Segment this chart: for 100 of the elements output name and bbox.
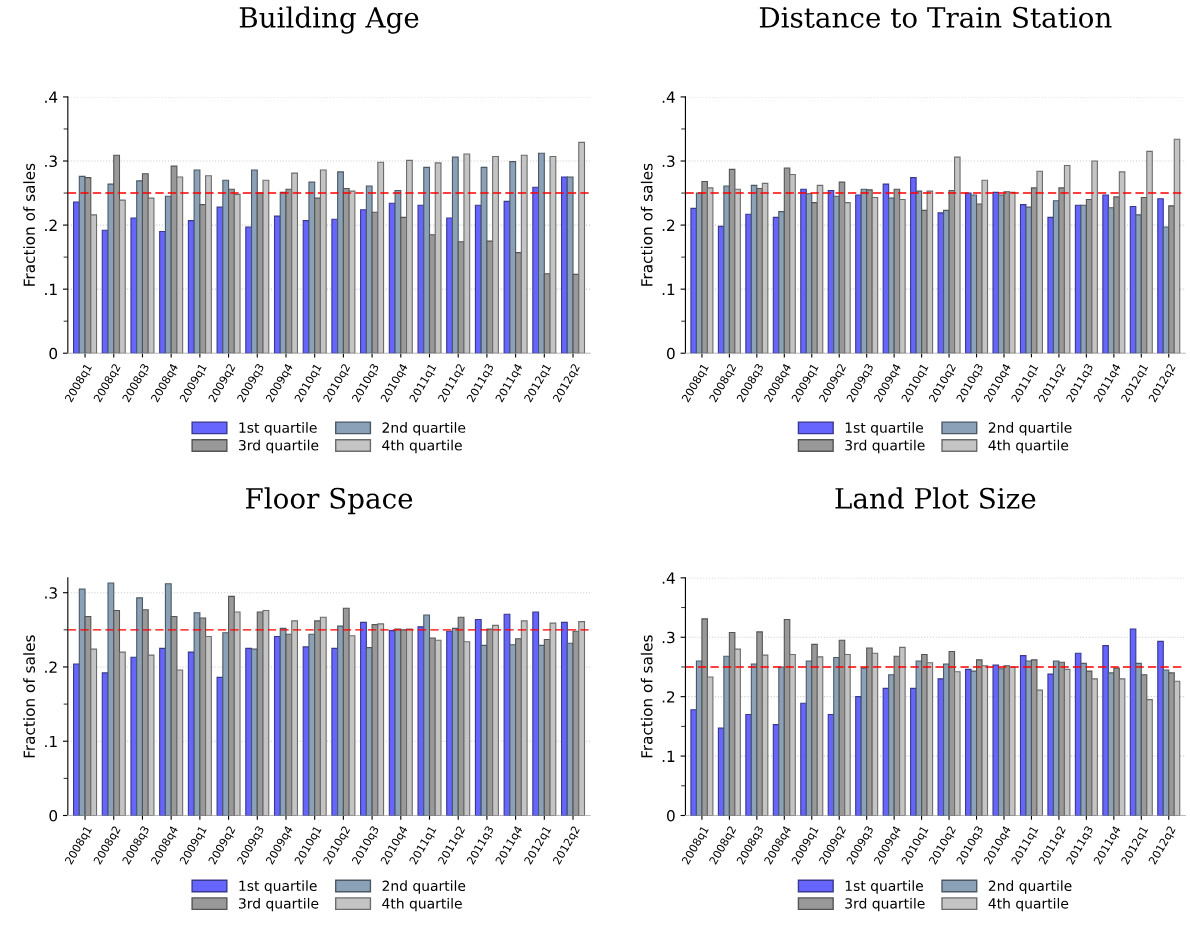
y-axis-title: Fraction of sales: [23, 163, 36, 286]
bar: [1135, 214, 1142, 354]
y-tick-label: .2: [662, 691, 675, 703]
legend-label: 1st quartile: [845, 880, 923, 894]
bar: [948, 189, 956, 354]
y-tick-label: .3: [662, 155, 675, 168]
bar: [915, 660, 923, 816]
bar: [981, 665, 989, 816]
bar: [84, 177, 92, 354]
bar: [1173, 680, 1181, 816]
y-tick-label: .4: [45, 91, 58, 103]
y-tick-label: .1: [45, 283, 57, 295]
bar: [423, 166, 431, 354]
y-axis-title: Fraction of sales: [640, 635, 653, 758]
bar: [855, 696, 862, 816]
bar: [789, 653, 796, 816]
bar: [937, 212, 945, 354]
bar: [1047, 673, 1054, 816]
y-tick-label: 0: [667, 347, 675, 360]
bar: [937, 678, 945, 816]
bar: [800, 188, 807, 354]
bar: [811, 202, 818, 354]
legend-label: 3rd quartile: [845, 897, 925, 912]
legend-label: 4th quartile: [988, 897, 1069, 912]
bar: [778, 211, 785, 354]
bar: [1135, 662, 1142, 816]
y-tick-label: 0: [49, 809, 58, 822]
bar: [690, 709, 697, 816]
legend-label: 2nd quartile: [988, 422, 1072, 436]
y-tick-label: .1: [45, 735, 57, 748]
bar: [1047, 216, 1054, 354]
legend-label: 4th quartile: [382, 897, 462, 912]
bar: [549, 622, 557, 816]
bar: [1058, 661, 1065, 816]
bar: [800, 702, 807, 816]
bar: [756, 188, 763, 354]
bar: [992, 191, 1000, 354]
bar: [811, 643, 818, 816]
y-tick-label: .4: [662, 572, 675, 584]
bar: [319, 616, 327, 816]
bar: [1113, 196, 1120, 354]
legend-label: 2nd quartile: [988, 880, 1072, 894]
bar: [1003, 665, 1011, 816]
legend-label: 3rd quartile: [845, 439, 925, 454]
bar: [463, 641, 471, 816]
bar: [141, 609, 149, 816]
y-tick-label: .2: [662, 219, 675, 231]
y-tick-label: .1: [662, 750, 675, 762]
bar: [893, 188, 901, 354]
bar: [866, 647, 873, 816]
bar: [1168, 205, 1175, 354]
bar: [90, 214, 98, 354]
bar: [1102, 194, 1109, 354]
bar: [233, 611, 241, 816]
bar: [948, 650, 956, 816]
bar: [734, 188, 741, 354]
bar: [451, 156, 459, 354]
legend-label: 1st quartile: [845, 422, 923, 436]
bar: [970, 670, 978, 816]
y-axis-title: Fraction of sales: [23, 635, 36, 758]
legend-label: 3rd quartile: [239, 439, 319, 454]
y-tick-label: 0: [49, 347, 58, 360]
legend-label: 2nd quartile: [382, 422, 466, 436]
y-tick-label: .1: [662, 283, 675, 295]
y-tick-label: .2: [45, 219, 57, 231]
bar: [1003, 191, 1011, 354]
bar: [970, 194, 978, 354]
bar: [756, 631, 763, 816]
y-tick-label: 0: [667, 809, 675, 822]
bar: [723, 185, 730, 354]
bar: [855, 194, 862, 354]
legend-label: 3rd quartile: [239, 897, 319, 912]
chart-title: Building Age: [239, 6, 419, 34]
bar: [745, 713, 752, 816]
bar: [893, 655, 901, 816]
y-tick-label: .4: [662, 91, 675, 103]
chart-title: Distance to Train Station: [759, 6, 1112, 28]
y-tick-label: .2: [45, 661, 57, 673]
bar: [734, 648, 741, 816]
bar: [509, 161, 517, 354]
bar: [113, 154, 121, 354]
bar: [1025, 206, 1033, 354]
bar: [1113, 667, 1120, 816]
bar: [701, 618, 708, 816]
bar: [915, 190, 923, 354]
legend-label: 4th quartile: [382, 439, 462, 454]
bar: [701, 180, 708, 354]
bar: [90, 648, 98, 816]
legend-label: 1st quartile: [239, 880, 317, 894]
y-tick-label: .3: [662, 631, 675, 644]
chart-title: Land Plot Size: [835, 487, 1036, 509]
bar: [690, 207, 697, 354]
bar: [1025, 660, 1033, 816]
bar: [503, 613, 511, 816]
bar: [1080, 204, 1087, 354]
bar: [778, 666, 785, 816]
bar: [1080, 662, 1087, 816]
y-tick-label: .3: [45, 155, 57, 168]
bar: [866, 189, 873, 354]
bar: [833, 195, 840, 354]
